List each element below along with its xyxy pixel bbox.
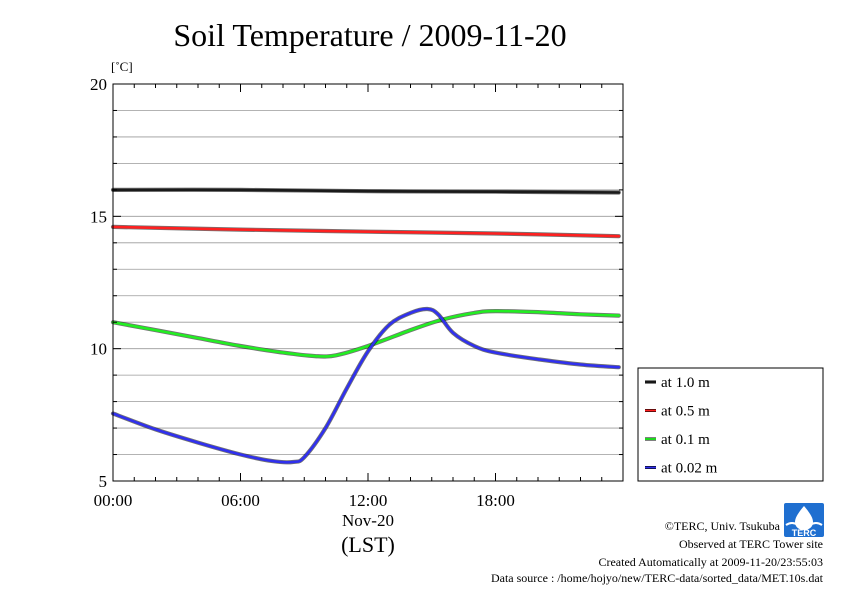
footer-source: Data source : /home/hojyo/new/TERC-data/… [491, 571, 824, 585]
legend: at 1.0 m at 0.5 m at 0.1 m at 0.02 m [637, 367, 824, 482]
legend-label: at 1.0 m [661, 375, 710, 391]
footer-created: Created Automatically at 2009-11-20/23:5… [598, 555, 823, 569]
x-tick-label: 12:00 [349, 491, 388, 510]
x-tick-label: 06:00 [221, 491, 260, 510]
footer-observed: Observed at TERC Tower site [679, 537, 823, 551]
wave-icon [785, 522, 823, 528]
axis-ticks: 5 10 15 20 00:00 06:00 12:00 18:00 [90, 75, 624, 510]
series-lines [110, 187, 621, 465]
logo-text: TERC [792, 528, 817, 538]
y-tick-label: 20 [90, 75, 107, 94]
x-axis-label: (LST) [341, 532, 395, 557]
legend-label: at 0.1 m [661, 432, 710, 448]
series-line [111, 225, 621, 238]
y-tick-label: 5 [99, 472, 108, 491]
x-tick-label: 00:00 [94, 491, 133, 510]
series-line [111, 309, 621, 358]
terc-logo: TERC [784, 503, 824, 538]
plot-frame [112, 83, 624, 482]
water-drop-icon [795, 506, 813, 530]
series-line [111, 188, 621, 194]
footer-copyright: ©TERC, Univ. Tsukuba [665, 519, 781, 533]
legend-box [637, 367, 824, 482]
x-date-label: Nov-20 [342, 511, 394, 530]
legend-label: at 0.02 m [661, 461, 718, 477]
y-axis-unit: [˚C] [111, 59, 133, 74]
y-tick-label: 15 [90, 207, 107, 226]
chart-title: Soil Temperature / 2009-11-20 [173, 17, 566, 53]
grid-lines [113, 110, 623, 455]
y-tick-label: 10 [90, 340, 107, 359]
x-tick-label: 18:00 [476, 491, 515, 510]
legend-label: at 0.5 m [661, 404, 710, 420]
series-line [111, 307, 621, 464]
series-line-shadow [110, 308, 621, 359]
